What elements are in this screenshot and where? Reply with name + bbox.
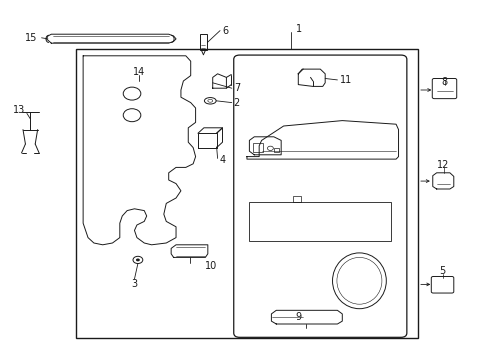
Text: 6: 6 bbox=[222, 26, 228, 36]
Text: 8: 8 bbox=[441, 77, 447, 87]
Bar bbox=[274, 148, 278, 152]
Text: 7: 7 bbox=[233, 83, 240, 93]
Text: 1: 1 bbox=[295, 24, 302, 34]
Bar bbox=[76, 49, 417, 338]
Text: 5: 5 bbox=[439, 266, 445, 276]
Bar bbox=[293, 196, 300, 202]
Text: 3: 3 bbox=[131, 279, 137, 289]
Text: 14: 14 bbox=[133, 67, 145, 77]
Circle shape bbox=[136, 258, 140, 261]
Bar bbox=[253, 143, 263, 152]
Text: 13: 13 bbox=[12, 105, 25, 115]
Text: 11: 11 bbox=[339, 75, 351, 85]
Text: 12: 12 bbox=[436, 159, 449, 170]
Text: 10: 10 bbox=[205, 261, 217, 271]
Bar bbox=[199, 34, 207, 50]
Text: 15: 15 bbox=[25, 33, 37, 43]
Text: 4: 4 bbox=[219, 155, 225, 165]
Text: 2: 2 bbox=[233, 98, 240, 108]
Text: 9: 9 bbox=[295, 312, 301, 322]
Bar bbox=[249, 202, 390, 241]
